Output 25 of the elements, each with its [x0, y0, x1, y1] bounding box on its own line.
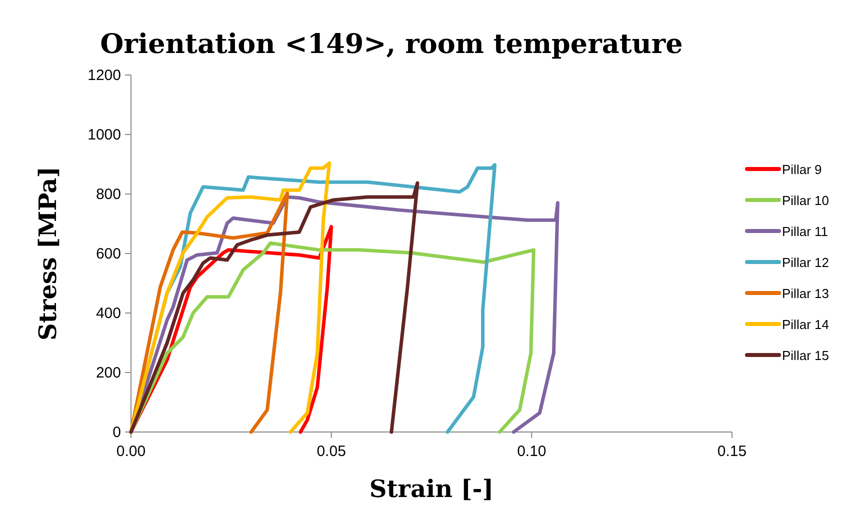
legend-label: Pillar 10 [782, 193, 829, 208]
line-series [129, 191, 290, 434]
x-axis-title: Strain [-] [369, 474, 494, 503]
line-series [129, 161, 332, 434]
y-axis-title: Stress [MPa] [33, 166, 62, 340]
y-tick-label: 1000 [88, 126, 121, 144]
line-series [129, 181, 420, 434]
x-tick-label: 0.15 [717, 443, 747, 460]
legend-label: Pillar 15 [782, 348, 829, 363]
legend-label: Pillar 11 [782, 224, 828, 239]
line-series [129, 241, 536, 434]
legend-label: Pillar 14 [782, 317, 829, 332]
y-tick-label: 600 [96, 246, 121, 262]
x-tick-label: 0.10 [517, 443, 546, 460]
x-tick-label: 0.00 [116, 443, 146, 460]
legend-label: Pillar 12 [782, 255, 829, 270]
y-tick-label: 400 [96, 305, 121, 322]
y-tick-label: 1200 [88, 67, 121, 84]
chart-title: Orientation <149>, room temperature [100, 29, 683, 60]
y-tick-label: 200 [96, 364, 121, 382]
legend-label: Pillar 9 [782, 162, 822, 177]
x-tick-label: 0.05 [316, 443, 346, 460]
y-tick-label: 800 [96, 186, 121, 203]
y-tick-label: 0 [112, 424, 121, 441]
legend-label: Pillar 13 [782, 286, 829, 301]
